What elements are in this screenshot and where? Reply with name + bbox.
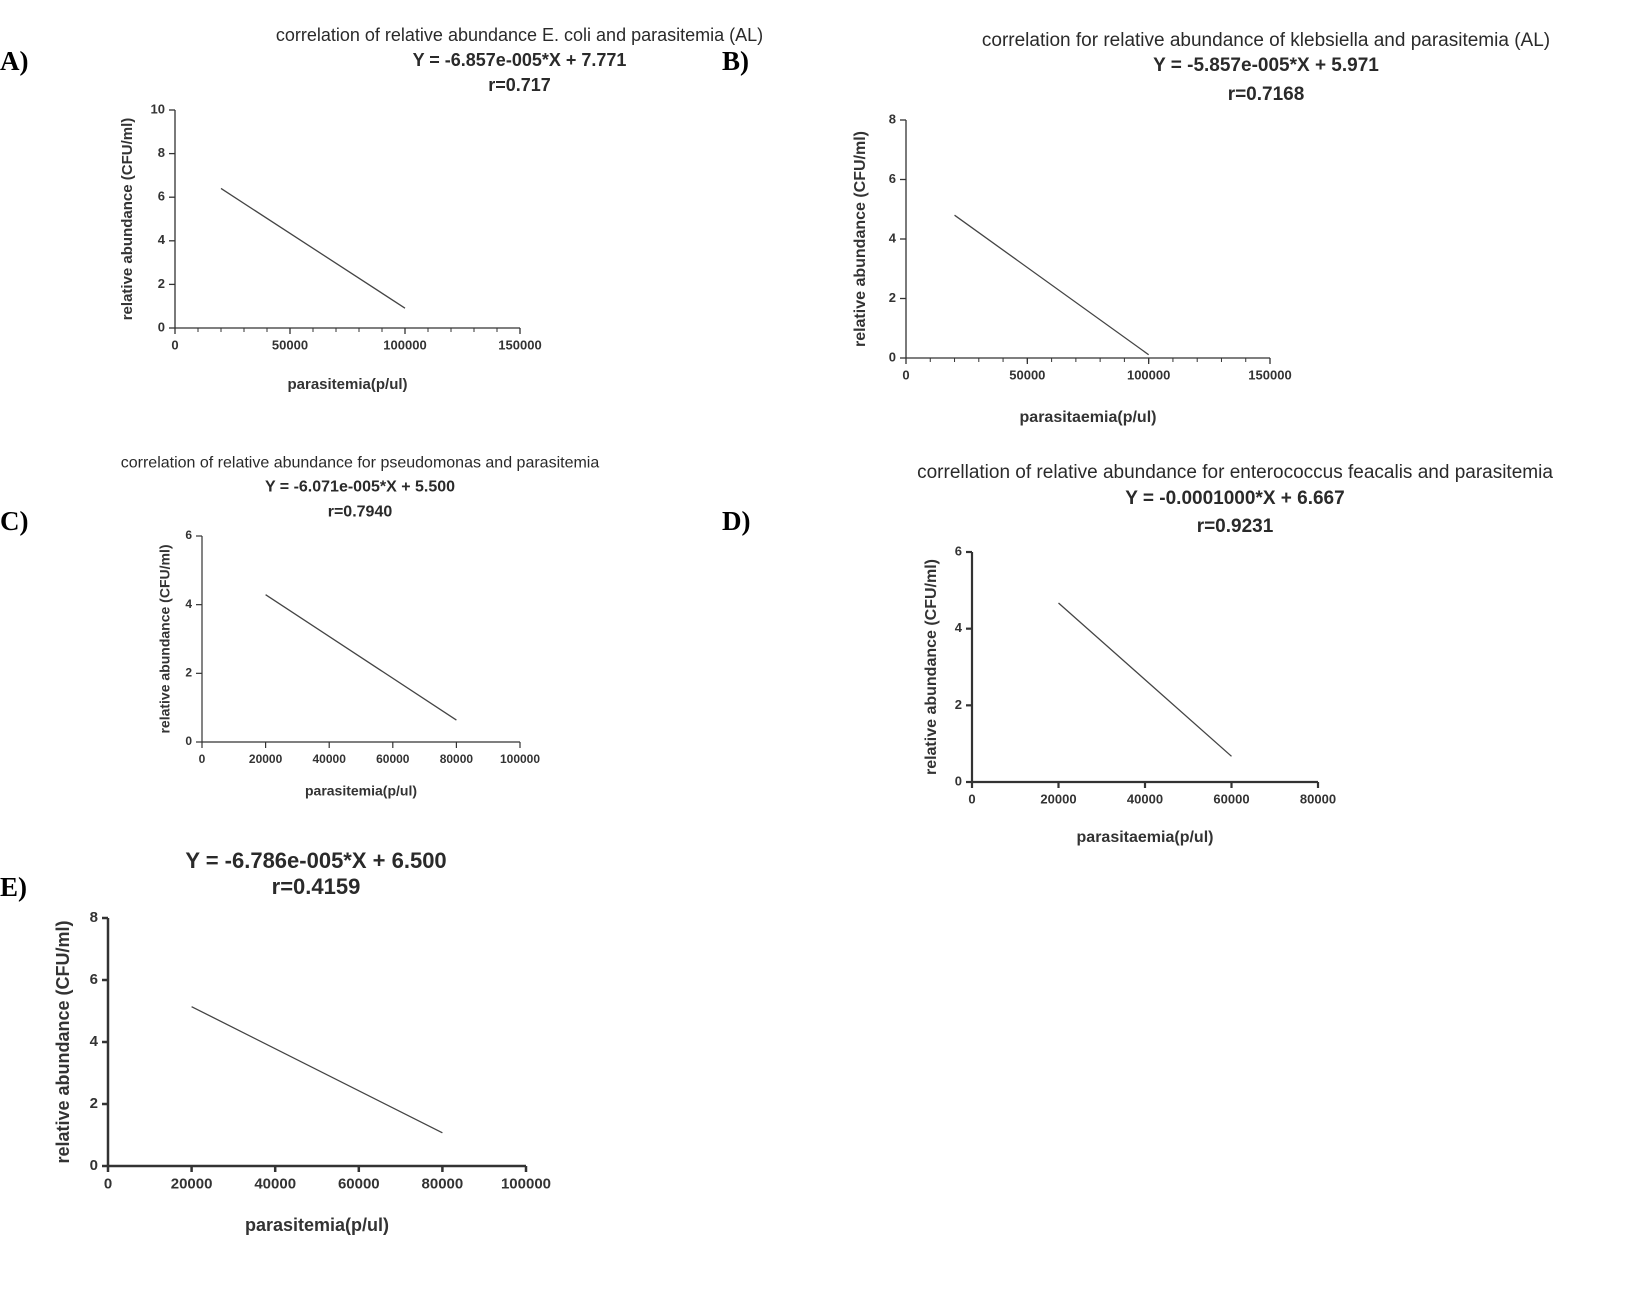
y-tick-label: 4 xyxy=(90,1033,99,1050)
x-tick-label: 80000 xyxy=(1300,792,1336,807)
chart-equation: Y = -6.857e-005*X + 7.771 xyxy=(413,50,627,70)
x-tick-label: 0 xyxy=(171,338,178,353)
y-tick-label: 0 xyxy=(90,1157,98,1174)
x-tick-label: 0 xyxy=(199,752,206,766)
y-tick-label: 0 xyxy=(185,734,192,748)
y-tick-label: 6 xyxy=(185,528,192,542)
x-axis-label: parasitemia(p/ul) xyxy=(287,376,407,393)
x-tick-label: 20000 xyxy=(1040,792,1076,807)
regression-line xyxy=(191,1006,443,1134)
x-tick-label: 100000 xyxy=(383,338,426,353)
chart-c: correlation of relative abundance for ps… xyxy=(121,454,600,799)
y-tick-label: 6 xyxy=(889,171,896,186)
chart-r-value: r=0.7168 xyxy=(1228,84,1305,105)
y-axis-label: relative abundance (CFU/ml) xyxy=(157,544,173,733)
x-tick-label: 20000 xyxy=(249,752,283,766)
y-tick-label: 0 xyxy=(158,319,165,334)
x-axis-label: parasitaemia(p/ul) xyxy=(1020,409,1157,426)
chart-equation: Y = -0.0001000*X + 6.667 xyxy=(1125,488,1344,509)
panel-letter-b: B) xyxy=(722,46,749,76)
y-tick-label: 4 xyxy=(185,597,192,611)
x-tick-label: 20000 xyxy=(171,1175,213,1192)
chart-r-value: r=0.4159 xyxy=(272,874,361,899)
x-tick-label: 100000 xyxy=(500,752,540,766)
x-tick-label: 0 xyxy=(968,792,975,807)
chart-equation: Y = -6.786e-005*X + 6.500 xyxy=(185,848,446,873)
x-tick-label: 60000 xyxy=(1213,792,1249,807)
x-axis-label: parasitemia(p/ul) xyxy=(305,783,417,799)
panel-letter-a: A) xyxy=(0,46,29,76)
chart-title: correllation of relative abundance for e… xyxy=(917,462,1553,483)
regression-line xyxy=(1058,602,1232,757)
x-tick-label: 0 xyxy=(104,1175,112,1192)
y-axis-label: relative abundance (CFU/ml) xyxy=(923,559,940,775)
y-tick-label: 2 xyxy=(889,290,896,305)
y-tick-label: 6 xyxy=(955,543,962,558)
y-tick-label: 2 xyxy=(955,697,962,712)
y-tick-label: 4 xyxy=(158,232,166,247)
chart-r-value: r=0.717 xyxy=(488,75,551,95)
y-tick-label: 4 xyxy=(955,620,963,635)
y-axis-label: relative abundance (CFU/ml) xyxy=(53,920,73,1163)
x-tick-label: 40000 xyxy=(254,1175,296,1192)
chart-title: correlation of relative abundance for ps… xyxy=(121,454,600,471)
y-tick-label: 8 xyxy=(90,909,98,926)
chart-equation: Y = -6.071e-005*X + 5.500 xyxy=(265,478,455,495)
y-axis-label: relative abundance (CFU/ml) xyxy=(119,118,136,321)
x-axis-label: parasitemia(p/ul) xyxy=(245,1215,389,1235)
x-tick-label: 0 xyxy=(902,368,909,383)
x-tick-label: 50000 xyxy=(1009,368,1045,383)
chart-d: correllation of relative abundance for e… xyxy=(917,462,1553,846)
panel-letter-d: D) xyxy=(722,506,751,536)
chart-equation: Y = -5.857e-005*X + 5.971 xyxy=(1153,55,1379,76)
regression-line xyxy=(954,214,1150,356)
panel-letter-c: C) xyxy=(0,506,29,536)
x-tick-label: 50000 xyxy=(272,338,308,353)
x-axis-label: parasitaemia(p/ul) xyxy=(1077,829,1214,846)
y-tick-label: 2 xyxy=(158,276,165,291)
x-tick-label: 100000 xyxy=(501,1175,551,1192)
y-tick-label: 2 xyxy=(185,666,192,680)
chart-r-value: r=0.7940 xyxy=(328,503,393,520)
y-tick-label: 0 xyxy=(889,349,896,364)
regression-line xyxy=(220,187,406,309)
chart-r-value: r=0.9231 xyxy=(1197,516,1274,537)
regression-line xyxy=(265,594,457,721)
y-tick-label: 8 xyxy=(158,145,165,160)
panel-letter-e: E) xyxy=(0,872,27,902)
y-tick-label: 10 xyxy=(151,101,165,116)
x-tick-label: 80000 xyxy=(440,752,474,766)
y-tick-label: 4 xyxy=(889,230,897,245)
x-tick-label: 150000 xyxy=(498,338,541,353)
y-tick-label: 8 xyxy=(889,111,896,126)
x-tick-label: 40000 xyxy=(1127,792,1163,807)
x-tick-label: 60000 xyxy=(338,1175,380,1192)
chart-title: correlation for relative abundance of kl… xyxy=(982,30,1550,51)
y-tick-label: 0 xyxy=(955,773,962,788)
y-axis-label: relative abundance (CFU/ml) xyxy=(852,131,869,347)
chart-title: correlation of relative abundance E. col… xyxy=(276,25,763,45)
x-tick-label: 40000 xyxy=(313,752,347,766)
y-tick-label: 2 xyxy=(90,1095,98,1112)
x-tick-label: 60000 xyxy=(376,752,410,766)
x-tick-label: 100000 xyxy=(1127,368,1170,383)
chart-a: correlation of relative abundance E. col… xyxy=(119,25,763,393)
y-tick-label: 6 xyxy=(90,971,98,988)
chart-b: correlation for relative abundance of kl… xyxy=(852,30,1550,426)
x-tick-label: 80000 xyxy=(422,1175,464,1192)
x-tick-label: 150000 xyxy=(1248,368,1291,383)
y-tick-label: 6 xyxy=(158,189,165,204)
